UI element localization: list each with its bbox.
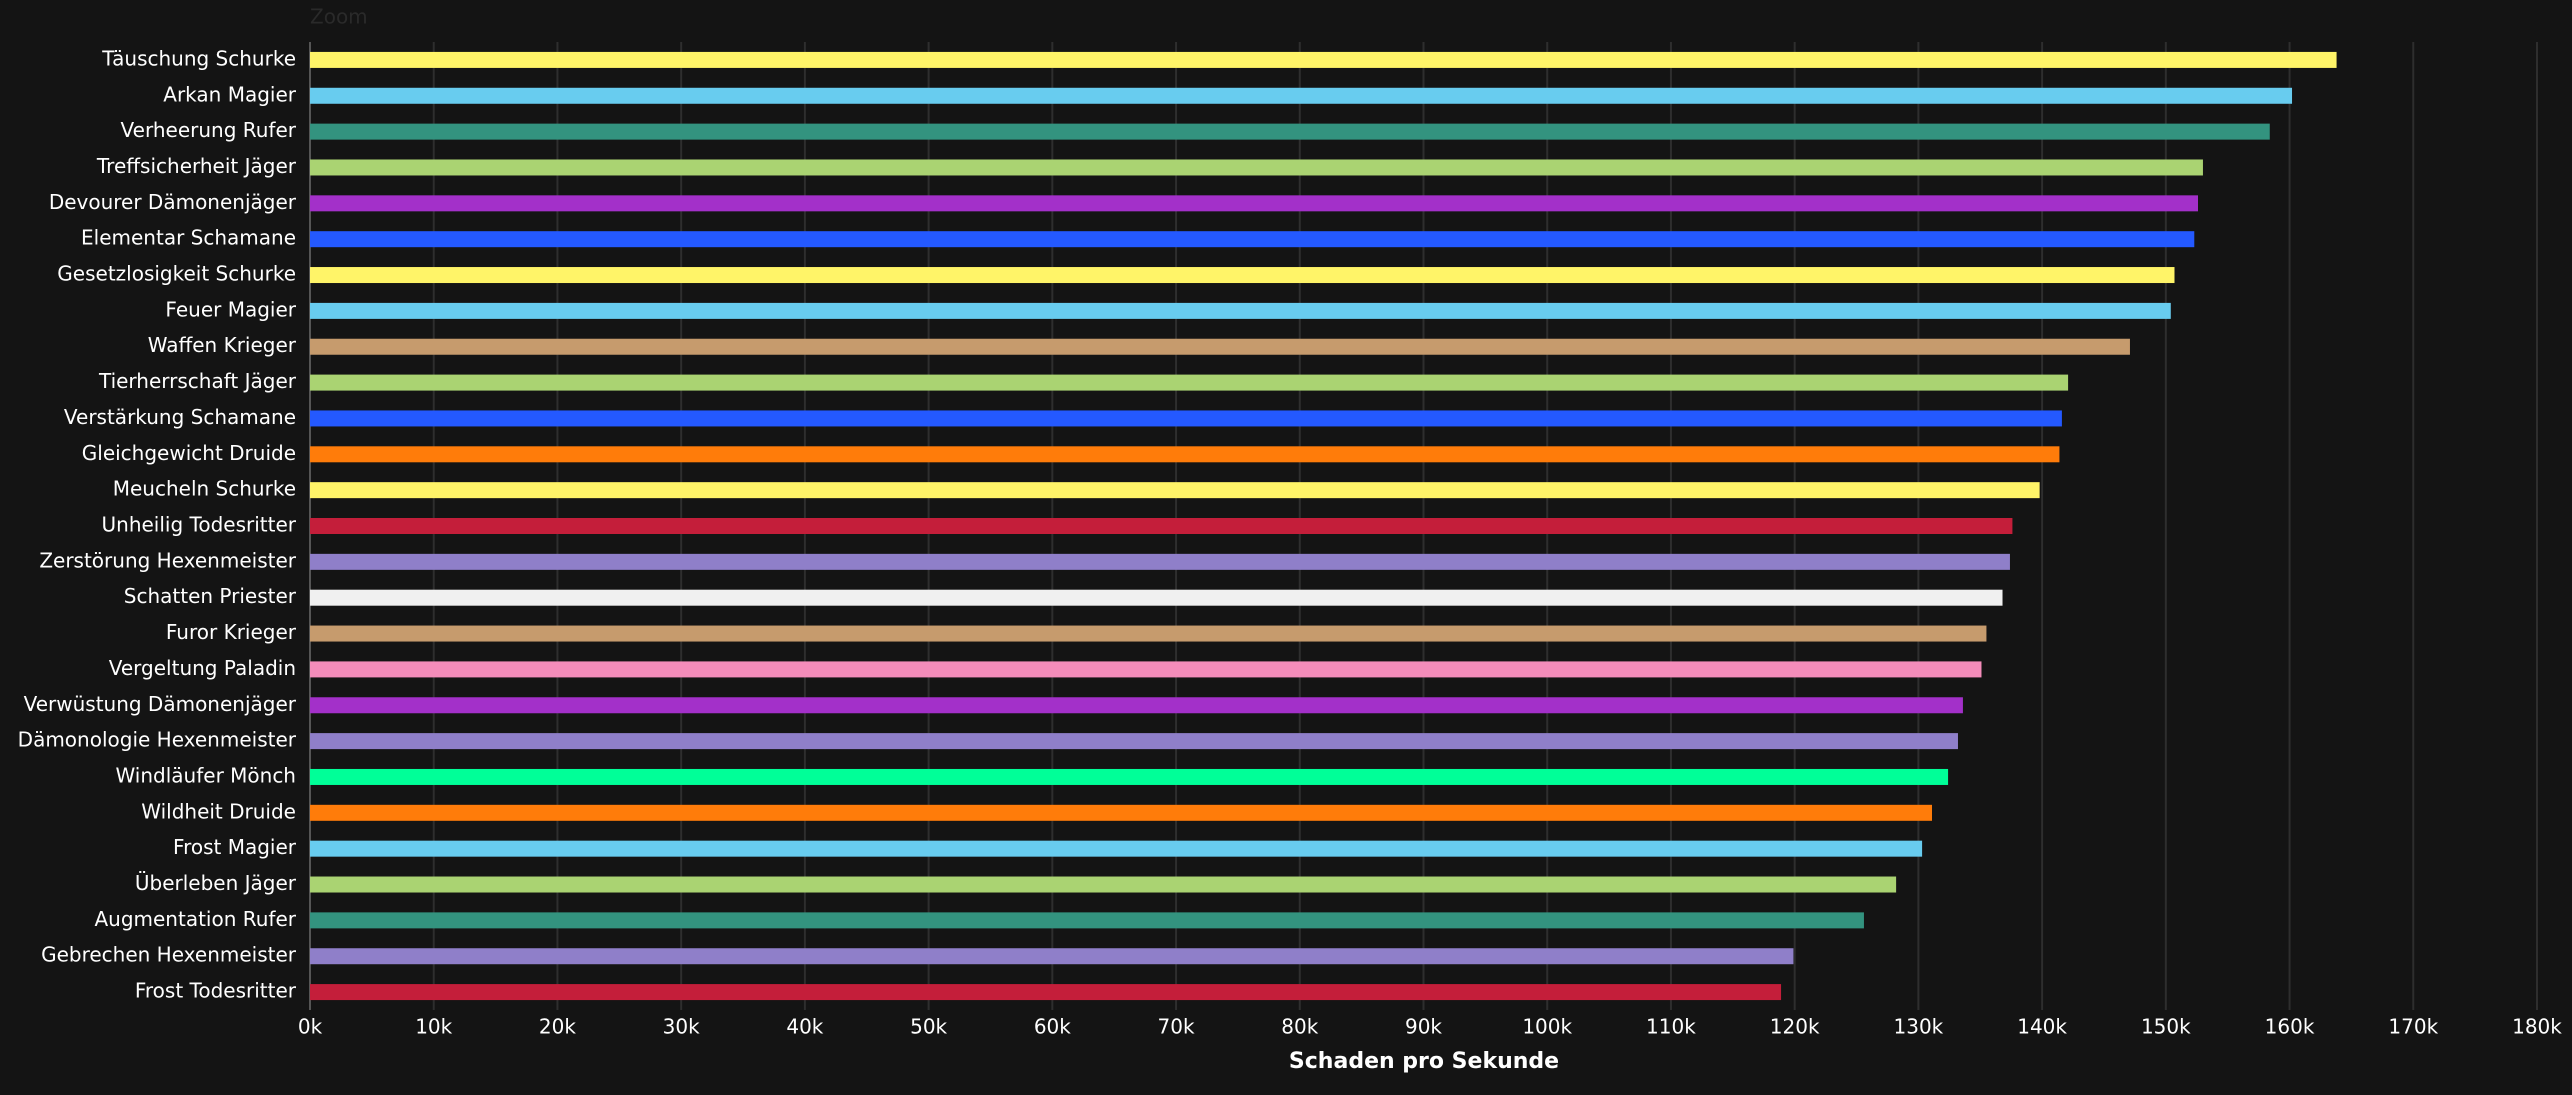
x-tick-label: 100k — [1522, 1015, 1572, 1039]
y-tick-label: Waffen Krieger — [148, 333, 297, 357]
x-tick-label: 70k — [1158, 1015, 1195, 1039]
y-tick-label: Gesetzlosigkeit Schurke — [57, 262, 296, 286]
y-tick-label: Vergeltung Paladin — [109, 656, 296, 680]
bar — [310, 195, 2199, 212]
y-tick-label: Elementar Schamane — [81, 226, 296, 250]
y-tick-label: Arkan Magier — [163, 82, 296, 106]
bar — [310, 267, 2175, 284]
bar — [310, 589, 2003, 606]
x-tick-label: 140k — [2017, 1015, 2067, 1039]
x-tick-label: 0k — [298, 1015, 323, 1039]
bar — [310, 912, 1864, 929]
bar — [310, 625, 1987, 642]
x-tick-label: 40k — [786, 1015, 823, 1039]
y-tick-label: Frost Todesritter — [135, 979, 297, 1003]
x-tick-label: 180k — [2512, 1015, 2562, 1039]
bar — [310, 410, 2062, 427]
bar — [310, 804, 1932, 821]
x-tick-label: 10k — [415, 1015, 452, 1039]
bar — [310, 948, 1794, 965]
zoom-label[interactable]: Zoom — [310, 5, 368, 29]
y-tick-label: Tierherrschaft Jäger — [98, 369, 297, 393]
y-tick-label: Wildheit Druide — [141, 799, 296, 823]
bar — [310, 697, 1963, 714]
y-tick-label: Unheilig Todesritter — [102, 513, 297, 537]
y-tick-label: Zerstörung Hexenmeister — [39, 548, 296, 572]
bar — [310, 374, 2069, 391]
x-tick-label: 20k — [539, 1015, 576, 1039]
bar — [310, 553, 2010, 570]
bar — [310, 518, 2013, 534]
y-tick-label: Gebrechen Hexenmeister — [41, 943, 297, 967]
bar — [310, 159, 2203, 176]
bar — [310, 231, 2195, 248]
x-tick-label: 50k — [910, 1015, 947, 1039]
y-tick-label: Verheerung Rufer — [121, 118, 297, 142]
y-tick-label: Täuschung Schurke — [101, 46, 296, 70]
y-tick-label: Treffsicherheit Jäger — [96, 154, 297, 178]
bar — [310, 840, 1923, 857]
x-tick-label: 150k — [2141, 1015, 2191, 1039]
y-tick-label: Überleben Jäger — [135, 871, 297, 895]
x-tick-label: 30k — [663, 1015, 700, 1039]
x-tick-label: 160k — [2265, 1015, 2315, 1039]
x-axis-title: Schaden pro Sekunde — [1289, 1049, 1559, 1074]
y-tick-label: Frost Magier — [173, 835, 297, 859]
bar — [310, 51, 2337, 68]
y-tick-label: Feuer Magier — [165, 297, 296, 321]
y-tick-label: Furor Krieger — [166, 620, 297, 644]
bar — [310, 661, 1982, 678]
x-tick-label: 60k — [1034, 1015, 1071, 1039]
x-tick-label: 130k — [1894, 1015, 1944, 1039]
x-tick-label: 120k — [1770, 1015, 1820, 1039]
x-tick-label: 170k — [2388, 1015, 2438, 1039]
bar — [310, 446, 2060, 463]
bar — [310, 984, 1782, 1001]
y-tick-label: Dämonologie Hexenmeister — [18, 728, 297, 752]
bar — [310, 302, 2171, 319]
bar — [310, 87, 2293, 104]
bar — [310, 768, 1949, 785]
y-tick-label: Verwüstung Dämonenjäger — [24, 692, 297, 716]
bar — [310, 338, 2130, 355]
y-tick-label: Devourer Dämonenjäger — [49, 190, 297, 214]
y-tick-label: Schatten Priester — [124, 584, 297, 608]
y-tick-label: Augmentation Rufer — [94, 907, 296, 931]
x-tick-label: 90k — [1405, 1015, 1442, 1039]
y-tick-label: Meucheln Schurke — [113, 477, 296, 501]
bar — [310, 876, 1897, 893]
y-tick-label: Windläufer Mönch — [115, 763, 296, 787]
bar — [310, 482, 2040, 499]
bar — [310, 733, 1958, 750]
x-tick-label: 110k — [1646, 1015, 1696, 1039]
y-tick-label: Gleichgewicht Druide — [82, 441, 296, 465]
y-tick-label: Verstärkung Schamane — [64, 405, 296, 429]
bar — [310, 123, 2270, 140]
x-tick-label: 80k — [1281, 1015, 1318, 1039]
